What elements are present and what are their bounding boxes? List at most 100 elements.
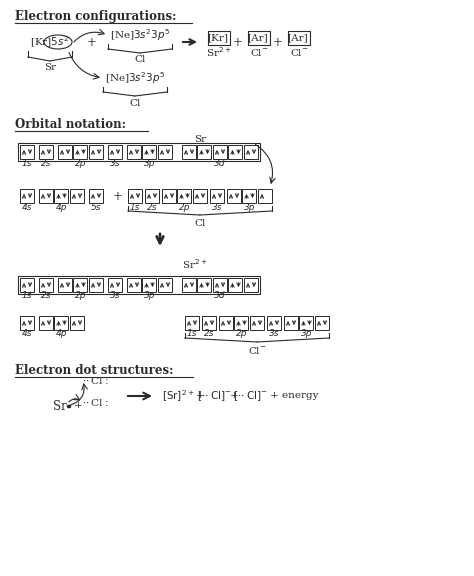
Bar [210,189,224,203]
Text: $\cdot\!\cdot$Cl$:$: $\cdot\!\cdot$Cl$:$ [82,374,108,385]
Text: $\cdot\!\cdot$Cl$:$: $\cdot\!\cdot$Cl$:$ [82,396,108,407]
Bar [128,189,142,203]
Bar [228,145,243,159]
Bar [73,145,88,159]
Bar [108,145,122,159]
Text: 2p: 2p [179,203,190,211]
Bar [73,278,88,292]
Text: [Ne]$3s^{2}3p^{5}$: [Ne]$3s^{2}3p^{5}$ [110,27,170,43]
Text: 1s: 1s [22,291,32,301]
Bar [267,316,281,330]
Text: 2s: 2s [204,329,214,339]
Text: 3s: 3s [110,291,120,301]
Text: 2s: 2s [41,158,51,168]
Text: 4p: 4p [56,203,67,211]
Text: +: + [273,36,283,48]
Bar [300,316,313,330]
Bar [182,145,196,159]
Bar [127,278,141,292]
Text: $[\mathrm{Sr}]^{2+}$: $[\mathrm{Sr}]^{2+}$ [162,388,194,404]
Bar [89,189,103,203]
Text: Orbital notation:: Orbital notation: [15,118,126,131]
Text: $[\cdot\!\cdot\mathrm{Cl}]^{-}$: $[\cdot\!\cdot\mathrm{Cl}]^{-}$ [197,389,231,403]
Bar [127,145,141,159]
Bar [143,278,156,292]
Bar [198,278,211,292]
Bar [250,316,264,330]
Bar [20,189,34,203]
Text: [Ar]: [Ar] [288,33,309,43]
Bar [58,145,72,159]
Bar [315,316,329,330]
Text: Electron dot structures:: Electron dot structures: [15,364,173,377]
Text: 4p: 4p [56,329,67,339]
Text: 2s: 2s [41,291,51,301]
Text: +: + [73,401,82,411]
Text: Cl$^{-}$: Cl$^{-}$ [248,344,266,355]
Bar [20,145,34,159]
Text: 3d: 3d [214,158,226,168]
Text: +: + [229,392,238,400]
Text: Sr: Sr [194,135,206,144]
Bar [213,145,227,159]
Text: [Kr]: [Kr] [208,33,228,43]
Bar [213,278,227,292]
Text: + energy: + energy [270,392,319,400]
Bar [39,278,53,292]
Bar [158,145,172,159]
Bar [244,278,258,292]
Text: Sr$^{2+}$: Sr$^{2+}$ [206,45,232,59]
Bar [288,31,310,45]
Text: +: + [113,190,123,203]
Bar [108,278,122,292]
Bar [20,278,34,292]
Text: Cl$^{-}$: Cl$^{-}$ [250,47,268,58]
Text: [Ar]: [Ar] [247,33,268,43]
Text: 2p: 2p [236,329,247,339]
Text: 3p: 3p [144,291,155,301]
Bar [89,145,103,159]
Bar [185,316,199,330]
Bar [18,143,260,161]
Bar [70,189,84,203]
Text: 2p: 2p [75,158,86,168]
Bar [228,278,243,292]
Bar [202,316,216,330]
Text: 3p: 3p [144,158,155,168]
Bar [219,316,233,330]
Bar [182,278,196,292]
Bar [39,145,53,159]
Bar [208,31,230,45]
Bar [145,189,159,203]
Text: Cl$^{-}$: Cl$^{-}$ [290,47,308,58]
Text: [Kr]$5s^{2}$: [Kr]$5s^{2}$ [30,35,70,50]
Bar [198,145,211,159]
Bar [177,189,191,203]
Bar [162,189,176,203]
Text: +: + [233,36,243,48]
Text: Cl: Cl [129,98,141,108]
Bar [39,316,53,330]
Text: 2p: 2p [75,291,86,301]
Text: 3p: 3p [301,329,312,339]
Bar [235,316,248,330]
Text: 5s: 5s [91,203,101,211]
Bar [58,278,72,292]
Text: 3s: 3s [212,203,222,211]
Bar [227,189,241,203]
Text: Sr: Sr [44,63,56,73]
Bar [70,316,84,330]
Text: 3s: 3s [269,329,279,339]
Text: Cl: Cl [194,218,206,228]
Text: 3p: 3p [244,203,255,211]
Text: 4s: 4s [22,203,32,211]
Bar [18,276,260,294]
Text: 1s: 1s [187,329,197,339]
Bar [158,278,172,292]
Text: +: + [87,36,97,48]
Text: Sr: Sr [53,400,67,412]
Text: Sr$^{2+}$: Sr$^{2+}$ [182,257,208,271]
Bar [20,316,34,330]
Text: 2s: 2s [147,203,157,211]
Text: [Ne]$3s^{2}3p^{5}$: [Ne]$3s^{2}3p^{5}$ [105,70,165,86]
